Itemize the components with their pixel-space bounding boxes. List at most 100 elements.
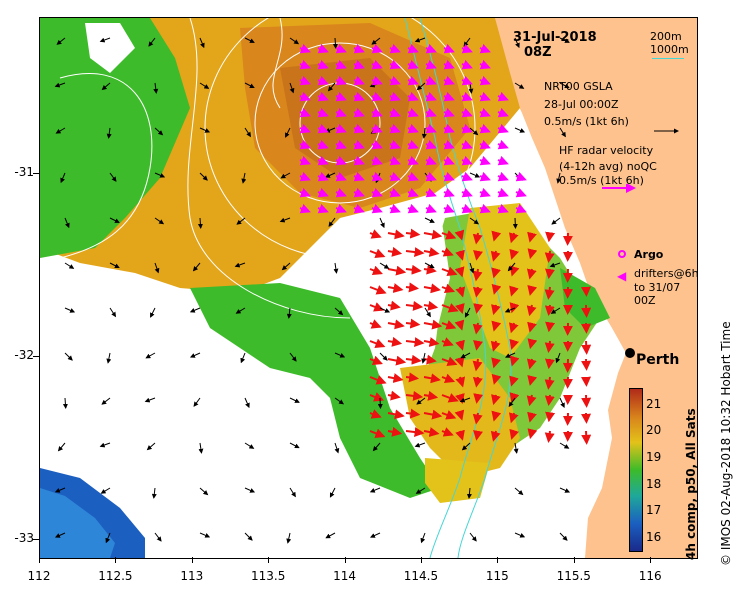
radar-arrow — [508, 412, 519, 424]
radar-arrow — [509, 338, 519, 350]
radar-arrow — [526, 268, 537, 280]
drifter-arrow — [335, 75, 347, 86]
drifter-arrow — [407, 43, 419, 54]
drifter-arrow — [461, 91, 473, 102]
drifter-arrow — [461, 171, 473, 182]
radar-arrow — [544, 286, 555, 300]
drifter-arrow — [461, 203, 473, 214]
x-tick-mark — [573, 557, 575, 563]
gsla-arrow — [289, 37, 300, 45]
drifter-arrow — [371, 107, 383, 118]
radar-arrow — [509, 392, 520, 404]
drifter-arrow — [335, 155, 347, 166]
x-tick-mark — [268, 557, 270, 563]
date-title: 31-Jul-2018 — [513, 30, 597, 45]
radar-arrow — [544, 304, 555, 317]
drifter-arrow — [443, 139, 455, 150]
gsla-arrow — [289, 352, 297, 362]
drifter-arrow — [425, 107, 437, 118]
gsla-arrow — [421, 127, 427, 139]
gsla-arrow — [289, 397, 300, 403]
drifter-arrow — [389, 107, 401, 118]
gsla-arrow — [106, 127, 112, 139]
drifter-arrow — [299, 59, 311, 70]
radar-arrow — [405, 408, 421, 419]
drifter-arrow — [479, 155, 491, 166]
radar-arrow — [405, 354, 422, 365]
x-tick-label: 113 — [180, 569, 204, 583]
drifter-arrow — [479, 43, 491, 54]
radar-arrow — [387, 390, 401, 401]
drifter-arrow — [353, 123, 365, 134]
drifter-arrow — [317, 203, 329, 214]
drifter-arrow — [497, 91, 509, 102]
gsla-arrow — [334, 352, 346, 358]
radar-arrow — [387, 409, 405, 420]
drifter-arrow — [443, 59, 455, 70]
radar-arrow — [387, 355, 407, 366]
gsla-arrow — [235, 307, 246, 314]
radar-arrow — [491, 410, 502, 422]
drifter-arrow — [425, 43, 437, 54]
colorbar-tick-label: 17 — [646, 503, 662, 518]
gsla-arrow — [416, 397, 426, 405]
radar-arrow — [387, 373, 404, 383]
gsla-arrow — [559, 397, 565, 409]
radar-arrow — [454, 266, 465, 278]
drifter-arrow — [353, 171, 365, 182]
radar-arrow — [387, 319, 405, 330]
x-tick-mark — [420, 557, 422, 563]
gsla-arrow — [244, 397, 250, 409]
gsla-arrow — [244, 442, 255, 449]
drifter-arrow — [443, 171, 455, 182]
x-tick-mark — [39, 557, 40, 563]
radar-arrow — [423, 319, 443, 330]
gsla-arrow — [234, 262, 246, 268]
gsla-arrows — [54, 37, 571, 544]
drifter-arrow — [317, 91, 329, 102]
radar-arrow — [581, 394, 592, 408]
radar-arrow — [490, 340, 501, 352]
drifter-arrow — [461, 139, 473, 150]
radar-arrow — [455, 429, 465, 441]
drifter-arrow — [371, 59, 383, 70]
drifter-arrow — [299, 91, 311, 102]
radar-arrow — [405, 264, 422, 275]
x-tick-label: 113.5 — [250, 569, 286, 583]
gsla-arrow — [559, 37, 570, 43]
drifter-arrow — [479, 203, 491, 214]
gsla-arrow — [289, 487, 296, 498]
radar-arrow — [473, 250, 483, 261]
drifter-arrow — [407, 107, 419, 118]
radar-arrow — [405, 318, 421, 329]
gsla-arrow — [424, 262, 435, 269]
radar-arrow — [441, 283, 456, 294]
gsla-arrow — [154, 172, 166, 178]
radar-arrow — [423, 264, 437, 275]
radar-arrow — [581, 340, 592, 355]
drifter-arrow — [335, 187, 347, 198]
drifter-arrow — [515, 187, 527, 198]
land-mass — [495, 18, 697, 558]
radar-arrow — [369, 375, 387, 385]
perth-marker — [625, 348, 635, 358]
drifter-arrow — [479, 171, 491, 182]
drifter-arrow — [497, 171, 509, 182]
drifter-arrow — [497, 107, 509, 118]
drifter-arrow — [299, 187, 311, 198]
radar-arrow — [369, 338, 386, 349]
gsla-arrow — [550, 307, 561, 314]
gsla-arrow — [460, 352, 471, 359]
drifter-arrow — [371, 75, 383, 86]
radar-arrow — [491, 394, 501, 406]
gsla-arrow — [64, 262, 75, 269]
drifter-arrow — [353, 43, 365, 54]
drifter-arrow — [317, 59, 329, 70]
drifter-arrow — [317, 171, 329, 182]
gsla-arrow — [279, 217, 291, 223]
drifter-arrow — [461, 123, 473, 134]
gsla-arrow — [559, 442, 570, 449]
radar-arrow — [405, 228, 421, 239]
gsla-arrow — [329, 487, 336, 498]
drifter-arrow — [299, 43, 311, 54]
